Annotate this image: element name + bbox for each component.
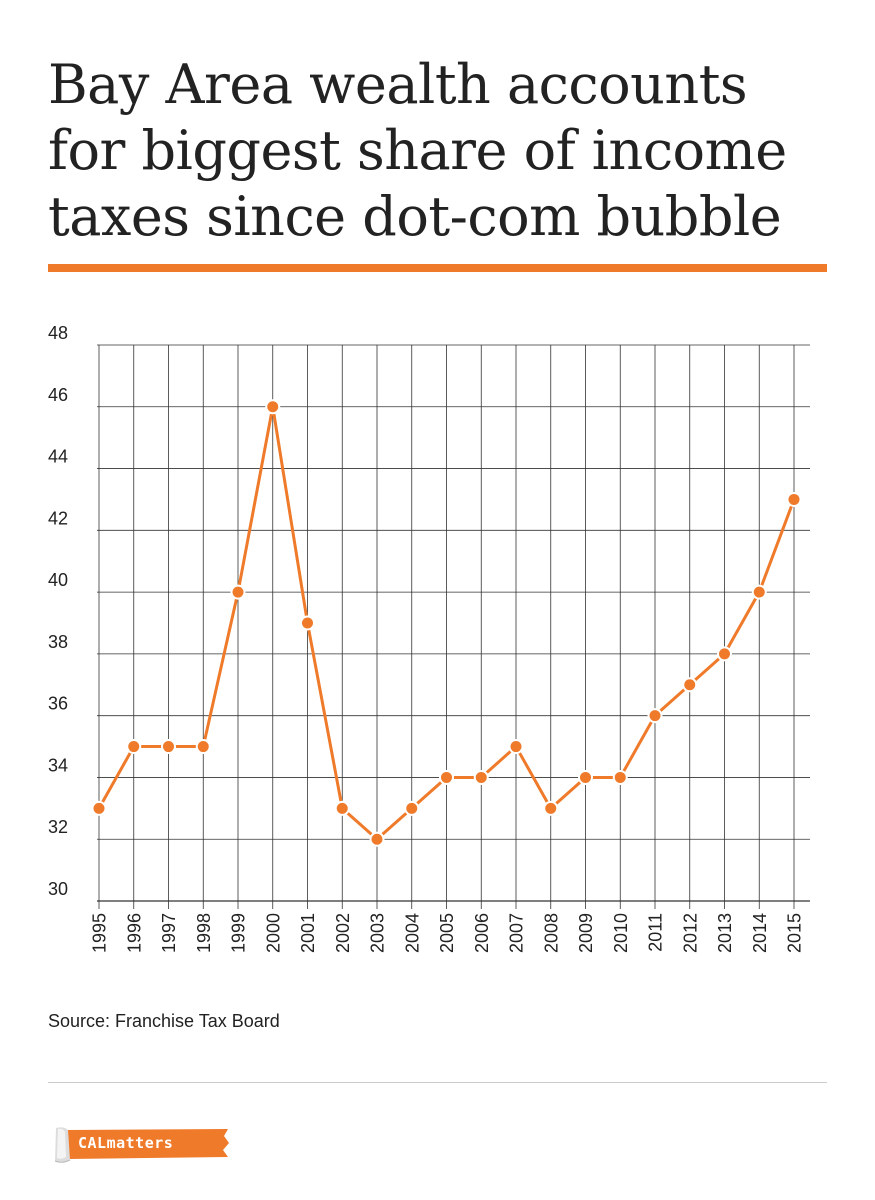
data-point xyxy=(578,769,593,785)
source-note: Source: Franchise Tax Board xyxy=(48,1011,280,1031)
data-point xyxy=(91,800,107,816)
y-tick-label: 48 xyxy=(48,323,68,343)
x-tick-label: 2009 xyxy=(576,913,596,953)
data-point xyxy=(404,800,420,816)
x-tick-label: 2006 xyxy=(472,913,492,953)
y-axis-ticks: 30 32 34 36 38 40 42 44 46 48 xyxy=(48,323,68,899)
x-tick-label: 2002 xyxy=(333,913,353,953)
data-point xyxy=(334,800,350,816)
x-tick-label: 2008 xyxy=(541,913,561,953)
data-point xyxy=(126,739,142,755)
data-point xyxy=(647,708,663,724)
data-point xyxy=(265,399,281,415)
y-tick-label: 42 xyxy=(48,508,68,528)
y-tick-label: 32 xyxy=(48,817,68,837)
data-point xyxy=(195,739,211,755)
data-point xyxy=(230,584,246,600)
x-tick-label: 2010 xyxy=(611,913,631,953)
data-point xyxy=(473,769,489,785)
x-tick-label: 1995 xyxy=(90,913,110,953)
x-tick-label: 1996 xyxy=(124,913,144,953)
data-point xyxy=(508,739,524,755)
x-tick-label: 2012 xyxy=(680,913,700,953)
data-point xyxy=(717,646,732,662)
data-point xyxy=(439,769,454,785)
data-point xyxy=(682,677,698,693)
x-tick-label: 2003 xyxy=(368,913,388,953)
x-tick-label: 2014 xyxy=(750,913,770,953)
data-point xyxy=(161,739,176,755)
title-rule xyxy=(48,264,827,272)
y-tick-label: 46 xyxy=(48,385,68,405)
x-tick-label: 2004 xyxy=(402,913,422,953)
data-point xyxy=(300,615,315,631)
calmatters-logo[interactable]: CALmatters xyxy=(52,1124,232,1166)
data-point xyxy=(612,769,628,785)
data-point xyxy=(543,800,559,816)
data-point xyxy=(751,584,767,600)
x-tick-label: 2011 xyxy=(646,913,666,952)
x-axis-ticks: 1995 1996 1997 1998 1999 2000 2001 2002 2003 2004… xyxy=(90,913,805,953)
y-tick-label: 38 xyxy=(48,632,68,652)
chart-title: Bay Area wealth accounts for biggest sha… xyxy=(48,53,787,248)
chart-grid xyxy=(97,344,810,909)
x-tick-label: 1998 xyxy=(194,913,214,953)
y-tick-label: 44 xyxy=(48,447,68,467)
x-tick-label: 2013 xyxy=(715,913,735,953)
x-tick-label: 2007 xyxy=(507,913,527,953)
y-tick-label: 30 xyxy=(48,879,68,899)
y-tick-label: 40 xyxy=(48,570,68,590)
footer-rule xyxy=(48,1082,827,1083)
logo-banner-icon xyxy=(54,1127,229,1163)
x-tick-label: 2015 xyxy=(785,913,805,953)
x-tick-label: 1997 xyxy=(159,913,179,953)
x-tick-label: 1999 xyxy=(229,913,249,953)
x-tick-label: 2005 xyxy=(437,913,457,953)
logo-text: CALmatters xyxy=(78,1134,174,1152)
y-tick-label: 36 xyxy=(48,694,68,714)
y-tick-label: 34 xyxy=(48,755,68,775)
data-point xyxy=(369,831,385,847)
x-tick-label: 2000 xyxy=(263,913,283,953)
chart-series xyxy=(91,399,802,847)
data-point xyxy=(786,491,802,507)
x-tick-label: 2001 xyxy=(298,913,318,953)
